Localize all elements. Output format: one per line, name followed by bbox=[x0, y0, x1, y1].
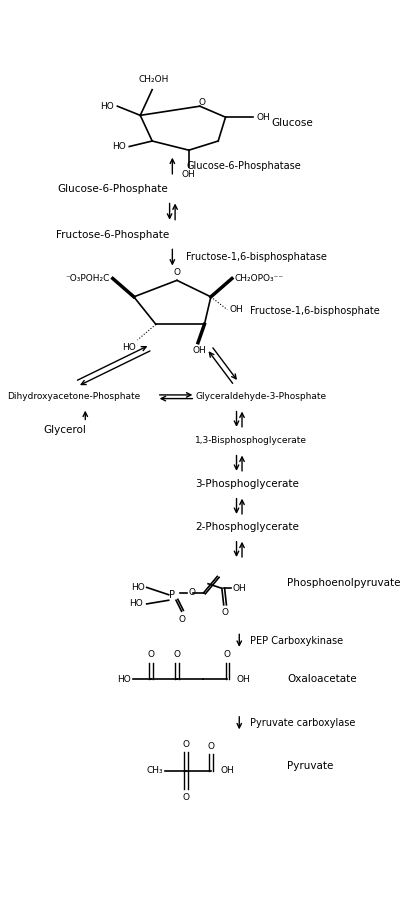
Text: Fructose-1,6-bisphosphate: Fructose-1,6-bisphosphate bbox=[250, 305, 380, 315]
Text: HO: HO bbox=[117, 674, 131, 683]
Text: OH: OH bbox=[229, 305, 243, 314]
Text: HO: HO bbox=[131, 583, 145, 592]
Text: Phosphoenolpyruvate: Phosphoenolpyruvate bbox=[287, 577, 400, 588]
Text: Fructose-1,6-bisphosphatase: Fructose-1,6-bisphosphatase bbox=[186, 252, 327, 262]
Text: CH₃: CH₃ bbox=[147, 766, 163, 775]
Text: O: O bbox=[179, 615, 186, 624]
Text: Fructose-6-Phosphate: Fructose-6-Phosphate bbox=[56, 230, 169, 240]
Text: ⁻O₃POH₂C: ⁻O₃POH₂C bbox=[66, 274, 110, 283]
Text: 2-Phosphoglycerate: 2-Phosphoglycerate bbox=[195, 522, 299, 532]
Text: OH: OH bbox=[182, 171, 196, 180]
Text: PEP Carboxykinase: PEP Carboxykinase bbox=[250, 636, 344, 646]
Text: 3-Phosphoglycerate: 3-Phosphoglycerate bbox=[195, 479, 299, 489]
Text: O: O bbox=[224, 650, 231, 659]
Text: Pyruvate: Pyruvate bbox=[287, 762, 333, 771]
Text: Glyceraldehyde-3-Phosphate: Glyceraldehyde-3-Phosphate bbox=[195, 392, 326, 401]
Text: O: O bbox=[207, 742, 214, 751]
Text: HO: HO bbox=[129, 599, 143, 609]
Text: OH: OH bbox=[257, 112, 270, 122]
Text: Glucose-6-Phosphatase: Glucose-6-Phosphatase bbox=[186, 161, 301, 171]
Text: OH: OH bbox=[220, 766, 234, 775]
Text: O: O bbox=[173, 650, 181, 659]
Text: O: O bbox=[198, 98, 205, 107]
Text: HO: HO bbox=[100, 101, 114, 110]
Text: O: O bbox=[173, 268, 181, 277]
Text: CH₂OH: CH₂OH bbox=[139, 75, 169, 84]
Text: Dihydroxyacetone-Phosphate: Dihydroxyacetone-Phosphate bbox=[8, 392, 140, 401]
Text: 1,3-Bisphosphoglycerate: 1,3-Bisphosphoglycerate bbox=[195, 436, 307, 445]
Text: O: O bbox=[221, 609, 228, 618]
Text: Glucose: Glucose bbox=[271, 118, 313, 128]
Text: O: O bbox=[189, 588, 196, 597]
Text: Glucose-6-Phosphate: Glucose-6-Phosphate bbox=[57, 184, 168, 194]
Text: O: O bbox=[183, 740, 190, 749]
Text: OH: OH bbox=[193, 347, 207, 356]
Text: Oxaloacetate: Oxaloacetate bbox=[287, 674, 357, 684]
Text: HO: HO bbox=[112, 142, 125, 151]
Text: OH: OH bbox=[237, 674, 250, 683]
Text: OH: OH bbox=[233, 584, 247, 593]
Text: P: P bbox=[169, 590, 176, 600]
Text: CH₂OPO₃⁻⁻: CH₂OPO₃⁻⁻ bbox=[234, 274, 284, 283]
Text: Pyruvate carboxylase: Pyruvate carboxylase bbox=[250, 718, 356, 728]
Text: Glycerol: Glycerol bbox=[43, 425, 87, 435]
Text: O: O bbox=[183, 793, 190, 802]
Text: O: O bbox=[148, 650, 155, 659]
Text: HO: HO bbox=[122, 343, 136, 352]
